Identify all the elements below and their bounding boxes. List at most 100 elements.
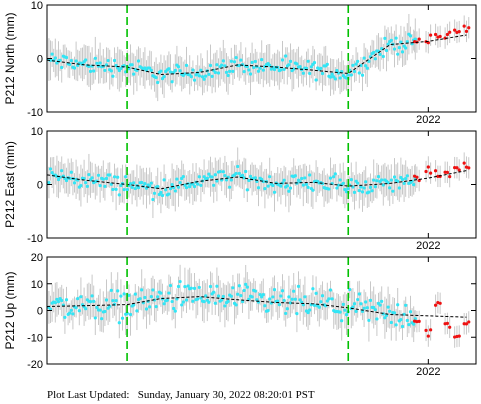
- observation-point: [117, 193, 121, 197]
- observation-point: [168, 283, 173, 288]
- observation-point: [221, 59, 225, 63]
- observation-point: [402, 181, 406, 185]
- observation-point: [88, 300, 93, 304]
- observation-point: [130, 185, 134, 189]
- observation-point: [204, 74, 208, 78]
- observation-point: [103, 68, 107, 73]
- observation-point: [149, 181, 153, 185]
- observation-point: [368, 185, 373, 189]
- observation-point: [266, 184, 270, 188]
- error-bars: [48, 14, 470, 102]
- observation-point: [143, 295, 147, 300]
- observation-point: [400, 50, 405, 54]
- observation-point: [192, 184, 197, 189]
- observation-point: [197, 74, 201, 78]
- observation-point: [181, 174, 185, 179]
- observation-point: [149, 295, 153, 299]
- observation-point: [229, 178, 233, 182]
- observation-point: [213, 301, 217, 305]
- observation-point: [314, 291, 318, 295]
- observation-point: [202, 299, 206, 304]
- observation-point: [237, 171, 241, 176]
- observation-point: [248, 72, 253, 76]
- rapid-point: [464, 29, 469, 33]
- observation-point: [256, 69, 261, 73]
- observation-point: [116, 289, 120, 293]
- observation-point: [188, 185, 192, 189]
- observation-point: [167, 192, 171, 196]
- footer-prefix: Plot Last Updated:: [47, 389, 130, 401]
- observation-point: [114, 187, 118, 191]
- observation-point: [351, 305, 355, 309]
- observation-point: [68, 62, 72, 66]
- observation-point: [338, 310, 342, 314]
- observation-point: [352, 69, 357, 74]
- observation-point: [252, 65, 256, 70]
- observation-point: [60, 169, 64, 173]
- observation-point: [367, 190, 371, 194]
- observation-point: [356, 181, 360, 185]
- observation-point: [396, 303, 400, 307]
- observation-point: [212, 183, 216, 187]
- observation-point: [132, 181, 136, 185]
- observation-point: [386, 42, 390, 46]
- rapid-point: [433, 169, 438, 173]
- rapid-point: [453, 166, 457, 170]
- observation-point: [218, 169, 222, 174]
- observation-point: [103, 184, 107, 188]
- y-tick-label: 0: [37, 306, 43, 318]
- observation-point: [159, 69, 163, 73]
- observation-point: [234, 303, 238, 307]
- observation-point: [336, 183, 341, 187]
- observation-point: [106, 58, 110, 63]
- observation-point: [266, 309, 270, 313]
- observation-point: [100, 317, 104, 321]
- observation-point: [311, 188, 315, 192]
- observation-point: [396, 52, 400, 56]
- observation-point: [328, 176, 333, 180]
- observation-point: [392, 311, 397, 315]
- observation-point: [314, 78, 318, 82]
- observation-point: [199, 183, 203, 187]
- observation-point: [135, 309, 139, 313]
- observation-point: [245, 188, 249, 192]
- observation-point: [136, 186, 141, 190]
- panel-3: -20 -10 0 10 20 2022 P212 Up (mm): [3, 252, 477, 378]
- observation-point: [224, 178, 229, 182]
- observation-point: [338, 178, 342, 182]
- observation-point: [256, 186, 261, 190]
- observation-point: [170, 183, 174, 187]
- observation-point: [412, 322, 416, 326]
- observation-point: [400, 324, 405, 329]
- observation-point: [282, 298, 286, 303]
- observation-point: [76, 297, 80, 301]
- observation-point: [130, 63, 134, 67]
- observation-point: [223, 64, 227, 68]
- observation-point: [362, 306, 366, 310]
- observation-point: [178, 180, 182, 185]
- observation-point: [389, 38, 393, 42]
- observation-point: [138, 297, 142, 301]
- observation-point: [335, 186, 339, 190]
- observation-point: [176, 284, 181, 289]
- observation-point: [362, 186, 366, 190]
- observation-point: [216, 71, 221, 75]
- y-tick-label: -20: [27, 359, 43, 371]
- observation-point: [226, 299, 230, 304]
- observation-point: [133, 186, 137, 191]
- observation-point: [236, 164, 240, 169]
- observation-point: [383, 36, 387, 40]
- observation-point: [55, 297, 59, 301]
- observation-point: [221, 170, 225, 174]
- observation-point: [260, 58, 264, 62]
- observation-point: [268, 63, 272, 67]
- observation-point: [71, 312, 75, 316]
- observation-point: [365, 66, 369, 70]
- data-layer: [47, 264, 471, 348]
- observation-point: [143, 66, 147, 70]
- observation-point: [58, 58, 62, 62]
- observation-point: [77, 309, 81, 313]
- observation-point: [279, 68, 283, 72]
- observation-point: [127, 293, 131, 297]
